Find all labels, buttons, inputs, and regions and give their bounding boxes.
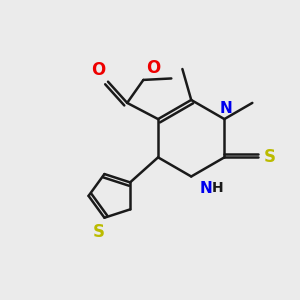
- Text: S: S: [263, 148, 275, 166]
- Text: H: H: [212, 181, 224, 195]
- Text: O: O: [146, 59, 160, 77]
- Text: S: S: [93, 223, 105, 241]
- Text: O: O: [92, 61, 106, 79]
- Text: N: N: [200, 181, 212, 196]
- Text: N: N: [220, 100, 232, 116]
